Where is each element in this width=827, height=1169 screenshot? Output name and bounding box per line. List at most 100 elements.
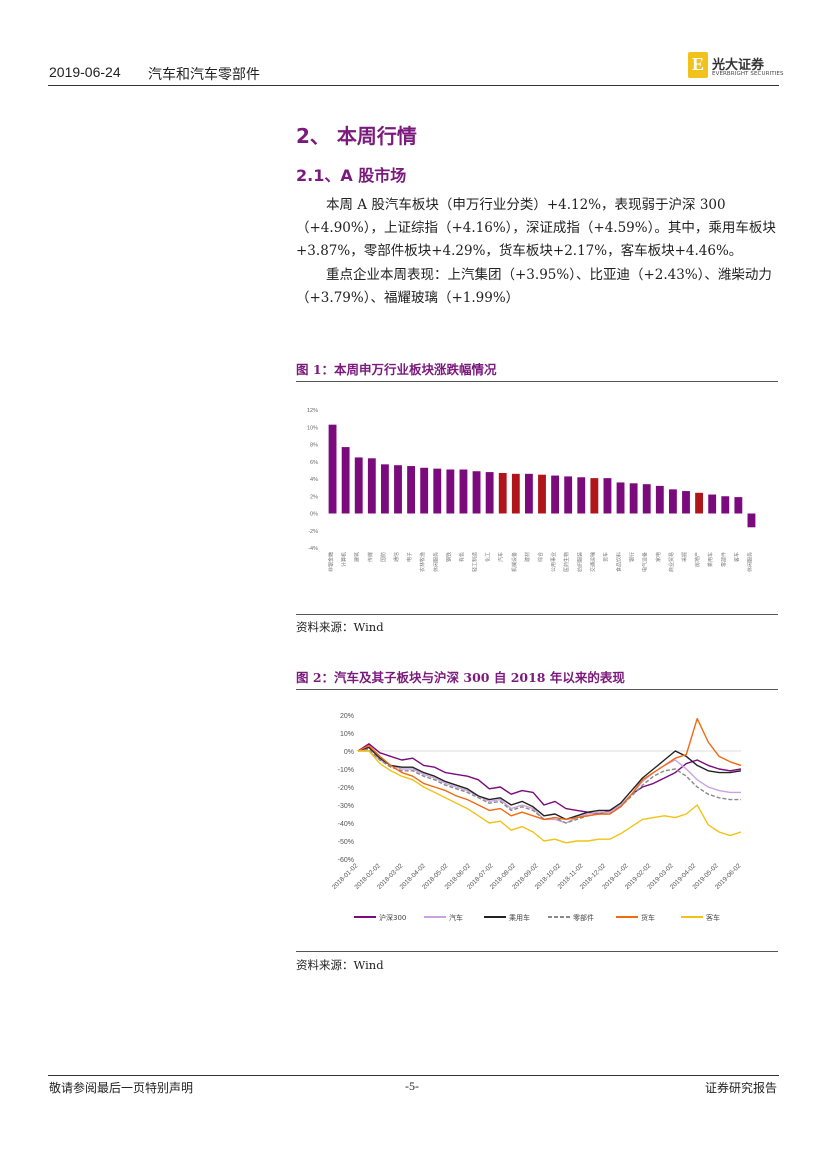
x-tick-label: 综合 (537, 552, 544, 562)
y-tick-label: -30% (338, 803, 354, 810)
figure-2-top-rule (296, 689, 778, 690)
bar (590, 478, 599, 514)
figure-2-source: 资料来源：Wind (296, 958, 384, 972)
paragraph-key-companies: 重点企业本周表现：上汽集团（+3.95%）、比亚迪（+2.43%）、潍柴动力（+… (296, 264, 778, 310)
legend-label: 沪深300 (379, 913, 406, 922)
footer-report-type: 证券研究报告 (705, 1081, 778, 1095)
paragraph-market-summary: 本周 A 股汽车板块（申万行业分类）+4.12%，表现弱于沪深 300（+4.9… (296, 194, 778, 263)
bar (446, 469, 455, 514)
series-line (357, 746, 742, 821)
legend-label: 零部件 (573, 913, 594, 922)
x-tick-label: 化工 (485, 552, 492, 562)
x-tick-label: 食品饮料 (616, 552, 623, 572)
figure-1-source: 资料来源：Wind (296, 620, 384, 634)
x-tick-label: 采掘 (681, 552, 688, 562)
x-tick-label: 房地产 (694, 552, 701, 567)
series-line (357, 743, 742, 815)
legend-label: 乘用车 (509, 913, 530, 922)
logo-name-en: EVERBRIGHT SECURITIES (712, 71, 784, 77)
paragraph-1-text: 本周 A 股汽车板块（申万行业分类）+4.12%，表现弱于沪深 300（+4.9… (296, 197, 776, 259)
figure-2-bottom-rule (296, 951, 778, 952)
y-tick-label: -60% (338, 857, 354, 864)
x-tick-label: 电子 (406, 552, 413, 562)
bar (695, 492, 704, 514)
x-tick-label: 钢铁 (445, 552, 452, 562)
bar (616, 482, 625, 514)
legend-label: 客车 (706, 913, 720, 922)
bar (577, 477, 586, 514)
series-line (357, 717, 742, 821)
bar (328, 424, 337, 514)
bar (394, 465, 402, 514)
x-tick-label: 零部件 (720, 552, 727, 567)
x-tick-label: 传媒 (367, 552, 374, 562)
bar (747, 513, 756, 528)
footer-divider (48, 1075, 779, 1076)
bar (655, 485, 664, 514)
logo-mark-icon: E (688, 52, 708, 78)
x-tick-label: 计算机 (341, 552, 348, 567)
bar (472, 471, 481, 514)
x-tick-label: 建筑 (354, 552, 361, 562)
x-tick-label: 电气设备 (642, 552, 649, 572)
legend-label: 汽车 (449, 913, 463, 922)
x-tick-label: 轻工制造 (472, 552, 479, 572)
bar (708, 494, 717, 514)
y-tick-label: 8% (310, 443, 318, 449)
bar (407, 466, 416, 514)
figure-1-title: 图 1：本周申万行业板块涨跌幅情况 (296, 362, 497, 377)
footer-page-number: -5- (405, 1079, 419, 1093)
x-tick-label: 交通运输 (589, 552, 596, 572)
x-tick-label: 家电 (655, 552, 662, 562)
bar (341, 447, 350, 514)
y-tick-label: 6% (310, 460, 318, 466)
series-line (358, 750, 742, 844)
y-tick-label: -2% (308, 529, 318, 535)
bar (734, 497, 743, 514)
bar (354, 457, 363, 514)
x-tick-label: 有色 (458, 552, 465, 562)
x-tick-label: 商业贸易 (668, 552, 675, 572)
bar (682, 491, 690, 514)
y-tick-label: 12% (307, 408, 318, 414)
bar (498, 472, 507, 514)
section-title: 2、 本周行情 (296, 124, 417, 148)
header-sector: 汽车和汽车零部件 (148, 67, 260, 83)
x-tick-label: 公用事业 (550, 552, 557, 572)
x-tick-label: 汽车 (498, 552, 505, 562)
x-tick-label: 休闲服务 (746, 552, 753, 572)
bar (629, 483, 638, 514)
bar (642, 484, 651, 514)
bar (485, 472, 494, 514)
bar (603, 478, 612, 514)
bar (551, 475, 560, 514)
y-tick-label: -40% (338, 821, 354, 828)
bar (721, 496, 730, 514)
header-date: 2019-06-24 (49, 64, 121, 80)
y-tick-label: 0% (344, 749, 354, 756)
x-tick-label: 建材 (524, 552, 531, 562)
x-tick-label: 机械设备 (511, 552, 518, 572)
y-tick-label: -4% (308, 546, 318, 552)
x-tick-label: 非银金融 (328, 552, 335, 572)
figure-1-top-rule (296, 381, 778, 382)
bar (380, 464, 389, 514)
y-tick-label: 0% (310, 512, 318, 518)
y-tick-label: 20% (340, 713, 354, 720)
x-tick-label: 乘用车 (707, 552, 714, 567)
paragraph-2-text: 重点企业本周表现：上汽集团（+3.95%）、比亚迪（+2.43%）、潍柴动力（+… (296, 267, 772, 306)
figure-2-title: 图 2：汽车及其子板块与沪深 300 自 2018 年以来的表现 (296, 670, 625, 685)
y-tick-label: 2% (310, 494, 318, 500)
bar (668, 489, 677, 514)
x-tick-label: 休闲服务 (432, 552, 439, 572)
company-logo: E 光大证券 EVERBRIGHT SECURITIES (688, 52, 783, 82)
x-tick-label: 纺织服装 (576, 552, 583, 572)
y-tick-label: 10% (340, 731, 354, 738)
x-tick-label: 货车 (602, 552, 609, 562)
x-tick-label: 银行 (629, 552, 636, 562)
y-tick-label: -10% (338, 767, 354, 774)
x-tick-label: 客车 (733, 552, 740, 562)
series-line (358, 750, 741, 824)
bar (420, 467, 429, 514)
bar (564, 476, 573, 514)
